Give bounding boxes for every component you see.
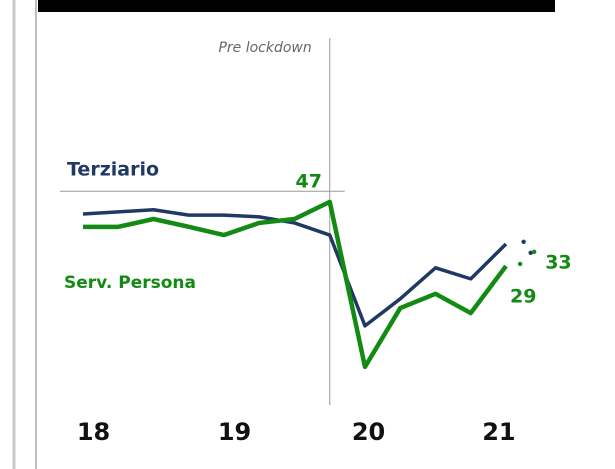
projection-dot [532,249,537,254]
x-tick-label: 19 [218,418,251,446]
legend-label: Terziario [67,159,159,181]
x-tick-label: 18 [77,418,110,446]
data-label: 33 [545,251,571,273]
data-label: 47 [296,170,322,192]
projection-dot [528,250,533,256]
projection-dot [517,261,523,267]
legend-label: Serv. Persona [64,273,196,293]
projection-dot [521,239,526,245]
annotation: Pre lockdown [218,40,311,56]
series-line [83,199,508,370]
x-tick-label: 20 [352,418,385,446]
header-bar [38,0,555,12]
series-line [82,207,508,328]
x-tick-label: 21 [482,418,515,446]
data-label: 29 [510,286,536,308]
